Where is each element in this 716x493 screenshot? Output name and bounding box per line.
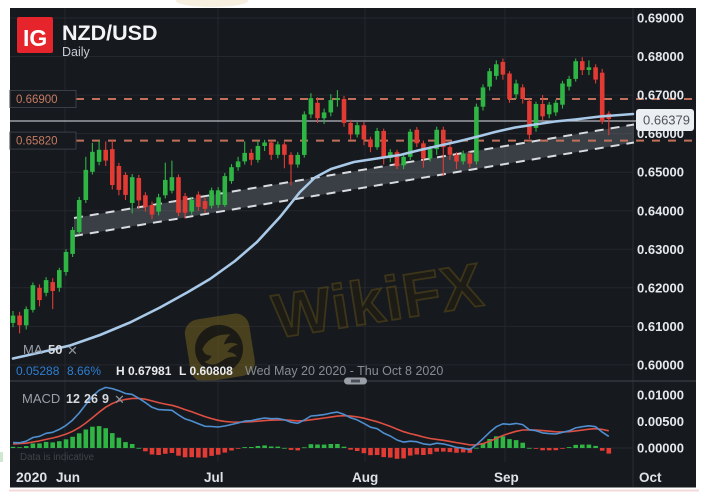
svg-text:12: 12 — [66, 392, 80, 406]
svg-text:9: 9 — [102, 392, 109, 406]
svg-text:MACD: MACD — [22, 391, 60, 406]
svg-text:Wed May 20 2020 - Thu Oct 8 20: Wed May 20 2020 - Thu Oct 8 2020 — [245, 364, 443, 378]
svg-text:0.68000: 0.68000 — [637, 49, 684, 64]
svg-text:0.64000: 0.64000 — [637, 203, 684, 218]
svg-text:0.66900: 0.66900 — [16, 94, 58, 106]
svg-text:Aug: Aug — [352, 470, 378, 485]
svg-text:0.65820: 0.65820 — [16, 136, 58, 148]
svg-text:0.60000: 0.60000 — [637, 357, 684, 372]
svg-text:H 0.67981: H 0.67981 — [116, 364, 172, 378]
svg-text:50: 50 — [48, 342, 62, 357]
svg-text:0.61000: 0.61000 — [637, 319, 684, 334]
svg-text:26: 26 — [84, 392, 98, 406]
svg-text:Jun: Jun — [56, 470, 80, 485]
svg-text:0.63000: 0.63000 — [637, 242, 684, 257]
svg-text:0.00500: 0.00500 — [637, 414, 684, 429]
svg-text:0.65000: 0.65000 — [637, 165, 684, 180]
svg-text:L 0.60808: L 0.60808 — [179, 364, 233, 378]
svg-text:0.67000: 0.67000 — [637, 88, 684, 103]
svg-text:IG: IG — [23, 25, 47, 51]
svg-text:0.66379: 0.66379 — [643, 113, 690, 128]
svg-text:Data is indicative: Data is indicative — [20, 452, 95, 463]
svg-text:NZD/USD: NZD/USD — [62, 21, 158, 45]
svg-text:0.01000: 0.01000 — [637, 388, 684, 403]
svg-text:0.62000: 0.62000 — [637, 280, 684, 295]
svg-text:Jul: Jul — [204, 470, 224, 485]
svg-text:✕: ✕ — [67, 343, 78, 358]
svg-text:0.05288: 0.05288 — [16, 364, 60, 378]
svg-text:8.66%: 8.66% — [67, 364, 101, 378]
svg-text:0.00000: 0.00000 — [637, 441, 684, 456]
svg-text:Daily: Daily — [62, 45, 91, 59]
svg-text:2020: 2020 — [16, 469, 47, 485]
svg-text:✕: ✕ — [114, 392, 125, 407]
svg-text:Oct: Oct — [639, 470, 662, 485]
svg-text:Sep: Sep — [494, 470, 519, 485]
svg-text:MA: MA — [23, 342, 43, 357]
svg-text:0.69000: 0.69000 — [637, 11, 684, 26]
